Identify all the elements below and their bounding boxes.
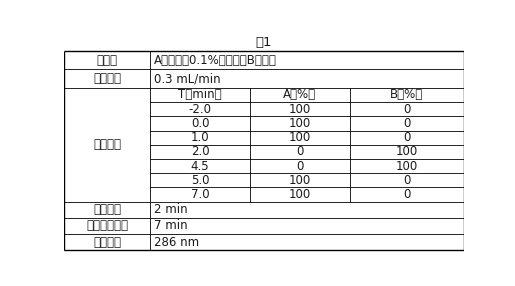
Text: A（%）: A（%） — [283, 88, 316, 102]
Text: B（%）: B（%） — [390, 88, 423, 102]
Text: 4.5: 4.5 — [191, 160, 210, 172]
Text: T（min）: T（min） — [178, 88, 222, 102]
Text: 100: 100 — [289, 174, 311, 187]
Text: 平衡时间: 平衡时间 — [93, 203, 121, 216]
Text: 0: 0 — [296, 145, 303, 158]
Text: 5.0: 5.0 — [191, 174, 209, 187]
Text: 0: 0 — [403, 174, 410, 187]
Text: 7 min: 7 min — [154, 219, 188, 233]
Text: 0: 0 — [403, 103, 410, 116]
Text: 100: 100 — [289, 188, 311, 201]
Text: 100: 100 — [289, 131, 311, 144]
Text: 7.0: 7.0 — [191, 188, 210, 201]
Text: 0: 0 — [403, 131, 410, 144]
Text: 运行采集时间: 运行采集时间 — [87, 219, 128, 233]
Text: 1.0: 1.0 — [191, 131, 210, 144]
Text: 2 min: 2 min — [154, 203, 188, 216]
Text: 0.0: 0.0 — [191, 117, 209, 130]
Text: A：水（含0.1%甲酸）；B：乙腈: A：水（含0.1%甲酸）；B：乙腈 — [154, 53, 277, 67]
Text: 100: 100 — [396, 160, 418, 172]
Text: 0.3 mL/min: 0.3 mL/min — [154, 72, 221, 85]
Text: 0: 0 — [403, 188, 410, 201]
Text: 0: 0 — [296, 160, 303, 172]
Text: 100: 100 — [289, 103, 311, 116]
Text: 初始流速: 初始流速 — [93, 72, 121, 85]
Text: 采集波长: 采集波长 — [93, 236, 121, 249]
Text: 100: 100 — [289, 117, 311, 130]
Text: 0: 0 — [403, 117, 410, 130]
Text: 100: 100 — [396, 145, 418, 158]
Text: 洗脱梯度: 洗脱梯度 — [93, 138, 121, 151]
Text: 286 nm: 286 nm — [154, 236, 199, 249]
Text: 流动相: 流动相 — [97, 53, 118, 67]
Text: 2.0: 2.0 — [191, 145, 210, 158]
Text: -2.0: -2.0 — [188, 103, 212, 116]
Text: 表1: 表1 — [255, 36, 272, 49]
